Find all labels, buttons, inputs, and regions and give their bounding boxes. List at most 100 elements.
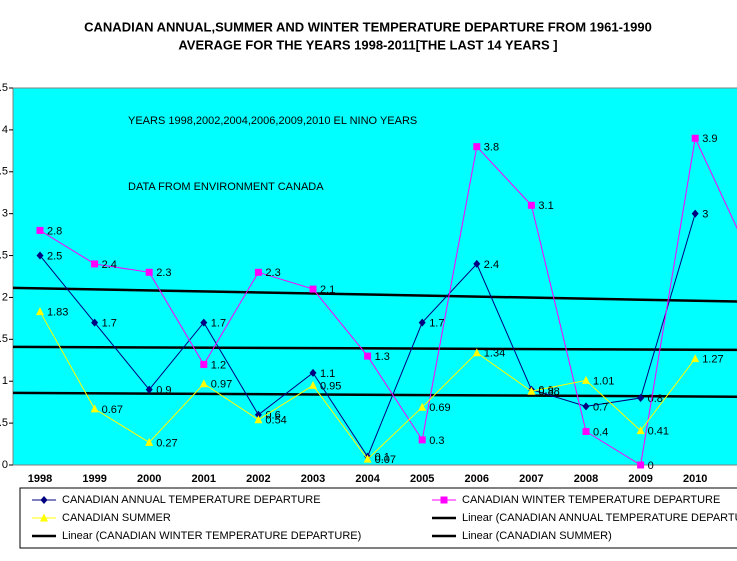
data-label: 1.27 xyxy=(702,354,723,366)
x-tick-label: 1998 xyxy=(28,473,52,485)
legend-marker xyxy=(40,496,48,504)
chart-subtitle: AVERAGE FOR THE YEARS 1998-2011[THE LAST… xyxy=(178,37,557,52)
y-tick-label: 0.5 xyxy=(0,417,8,429)
trend-line xyxy=(13,286,737,303)
data-label: 3.9 xyxy=(702,133,717,145)
data-label: 0.88 xyxy=(538,386,559,398)
data-label: 0.3 xyxy=(429,435,444,447)
marker xyxy=(200,360,208,368)
marker xyxy=(145,437,154,446)
y-tick-label: 3 xyxy=(2,208,8,220)
marker xyxy=(200,318,208,327)
y-tick-label: 2.5 xyxy=(0,249,8,261)
y-tick-label: 1 xyxy=(2,375,8,387)
data-label: 0.95 xyxy=(320,380,341,392)
x-tick-label: 2010 xyxy=(683,473,707,485)
marker xyxy=(309,285,317,293)
marker xyxy=(36,307,44,316)
marker xyxy=(473,259,481,268)
marker xyxy=(691,354,700,363)
data-label: 1.7 xyxy=(102,317,117,329)
marker xyxy=(309,380,317,389)
marker xyxy=(91,260,99,268)
marker xyxy=(473,143,481,151)
marker xyxy=(254,410,262,419)
legend-box xyxy=(19,487,737,549)
data-label: 0.4 xyxy=(593,426,608,438)
x-tick-label: 2006 xyxy=(465,473,489,485)
data-label: 3 xyxy=(702,209,708,221)
x-tick-label: 2005 xyxy=(410,473,434,485)
data-label: 1.34 xyxy=(484,348,505,360)
data-label: 2.3 xyxy=(156,267,171,279)
data-label: 3.1 xyxy=(538,200,553,212)
annotation: DATA FROM ENVIRONMENT CANADA xyxy=(128,181,324,193)
data-label: 3.8 xyxy=(484,142,499,154)
y-tick-label: 0 xyxy=(2,459,8,471)
data-label: 0 xyxy=(648,460,654,472)
x-tick-label: 1999 xyxy=(82,473,106,485)
data-label: 0.7 xyxy=(593,401,608,413)
marker xyxy=(637,393,645,402)
data-label: 0.97 xyxy=(211,379,232,391)
y-tick-label: 1.5 xyxy=(0,333,8,345)
data-label: 1.7 xyxy=(429,317,444,329)
plot: 2.51.70.91.70.61.10.11.72.40.90.70.832.8… xyxy=(13,133,737,472)
legend-label: CANADIAN SUMMER xyxy=(62,512,171,524)
marker xyxy=(199,379,208,388)
marker xyxy=(582,427,590,435)
annotation: YEARS 1998,2002,2004,2006,2009,2010 EL N… xyxy=(128,115,418,127)
marker xyxy=(90,404,99,413)
marker xyxy=(36,251,44,260)
legend-label: Linear (CANADIAN SUMMER) xyxy=(462,530,612,542)
marker xyxy=(254,268,262,276)
data-label: 1.7 xyxy=(211,317,226,329)
marker xyxy=(472,348,481,357)
marker xyxy=(637,461,645,469)
data-label: 0.8 xyxy=(648,393,663,405)
trend-line xyxy=(13,345,737,352)
y-tick-label: 4 xyxy=(2,124,8,136)
data-label: 2.3 xyxy=(265,267,280,279)
marker xyxy=(363,454,372,463)
x-tick-label: 2009 xyxy=(628,473,652,485)
data-label: 0.67 xyxy=(102,404,123,416)
data-label: 2.8 xyxy=(47,225,62,237)
data-label: 1.3 xyxy=(375,351,390,363)
marker xyxy=(582,402,590,411)
data-label: 0.41 xyxy=(648,426,669,438)
trend-line xyxy=(13,391,737,398)
data-label: 1.83 xyxy=(47,307,68,319)
legend-label: Linear (CANADIAN ANNUAL TEMPERATURE DEPA… xyxy=(462,512,737,524)
legend-marker xyxy=(440,496,448,504)
data-label: 0.69 xyxy=(429,402,450,414)
marker xyxy=(364,352,372,360)
data-label: 0.07 xyxy=(375,454,396,466)
marker xyxy=(527,386,536,395)
data-label: 2.1 xyxy=(320,284,335,296)
data-label: 1.1 xyxy=(320,368,335,380)
data-label: 1.01 xyxy=(593,375,614,387)
x-tick-label: 2002 xyxy=(246,473,270,485)
data-label: 2.4 xyxy=(484,259,499,271)
marker xyxy=(691,134,699,142)
x-tick-label: 2001 xyxy=(192,473,216,485)
legend-label: Linear (CANADIAN WINTER TEMPERATURE DEPA… xyxy=(62,530,361,542)
chart-title: CANADIAN ANNUAL,SUMMER AND WINTER TEMPER… xyxy=(84,19,652,34)
x-tick-label: 2004 xyxy=(355,473,380,485)
marker xyxy=(418,436,426,444)
y-tick-label: 2 xyxy=(2,291,8,303)
marker xyxy=(418,318,426,327)
x-tick-label: 2008 xyxy=(574,473,598,485)
marker xyxy=(309,368,317,377)
marker xyxy=(254,415,263,424)
marker xyxy=(418,402,427,411)
x-tick-label: 2000 xyxy=(137,473,161,485)
x-tick-label: 2007 xyxy=(519,473,543,485)
data-label: 2.5 xyxy=(47,250,62,262)
data-label: 2.4 xyxy=(102,259,117,271)
marker xyxy=(145,268,153,276)
legend-label: CANADIAN WINTER TEMPERATURE DEPARTURE xyxy=(462,494,720,506)
data-label: 0.54 xyxy=(265,415,286,427)
